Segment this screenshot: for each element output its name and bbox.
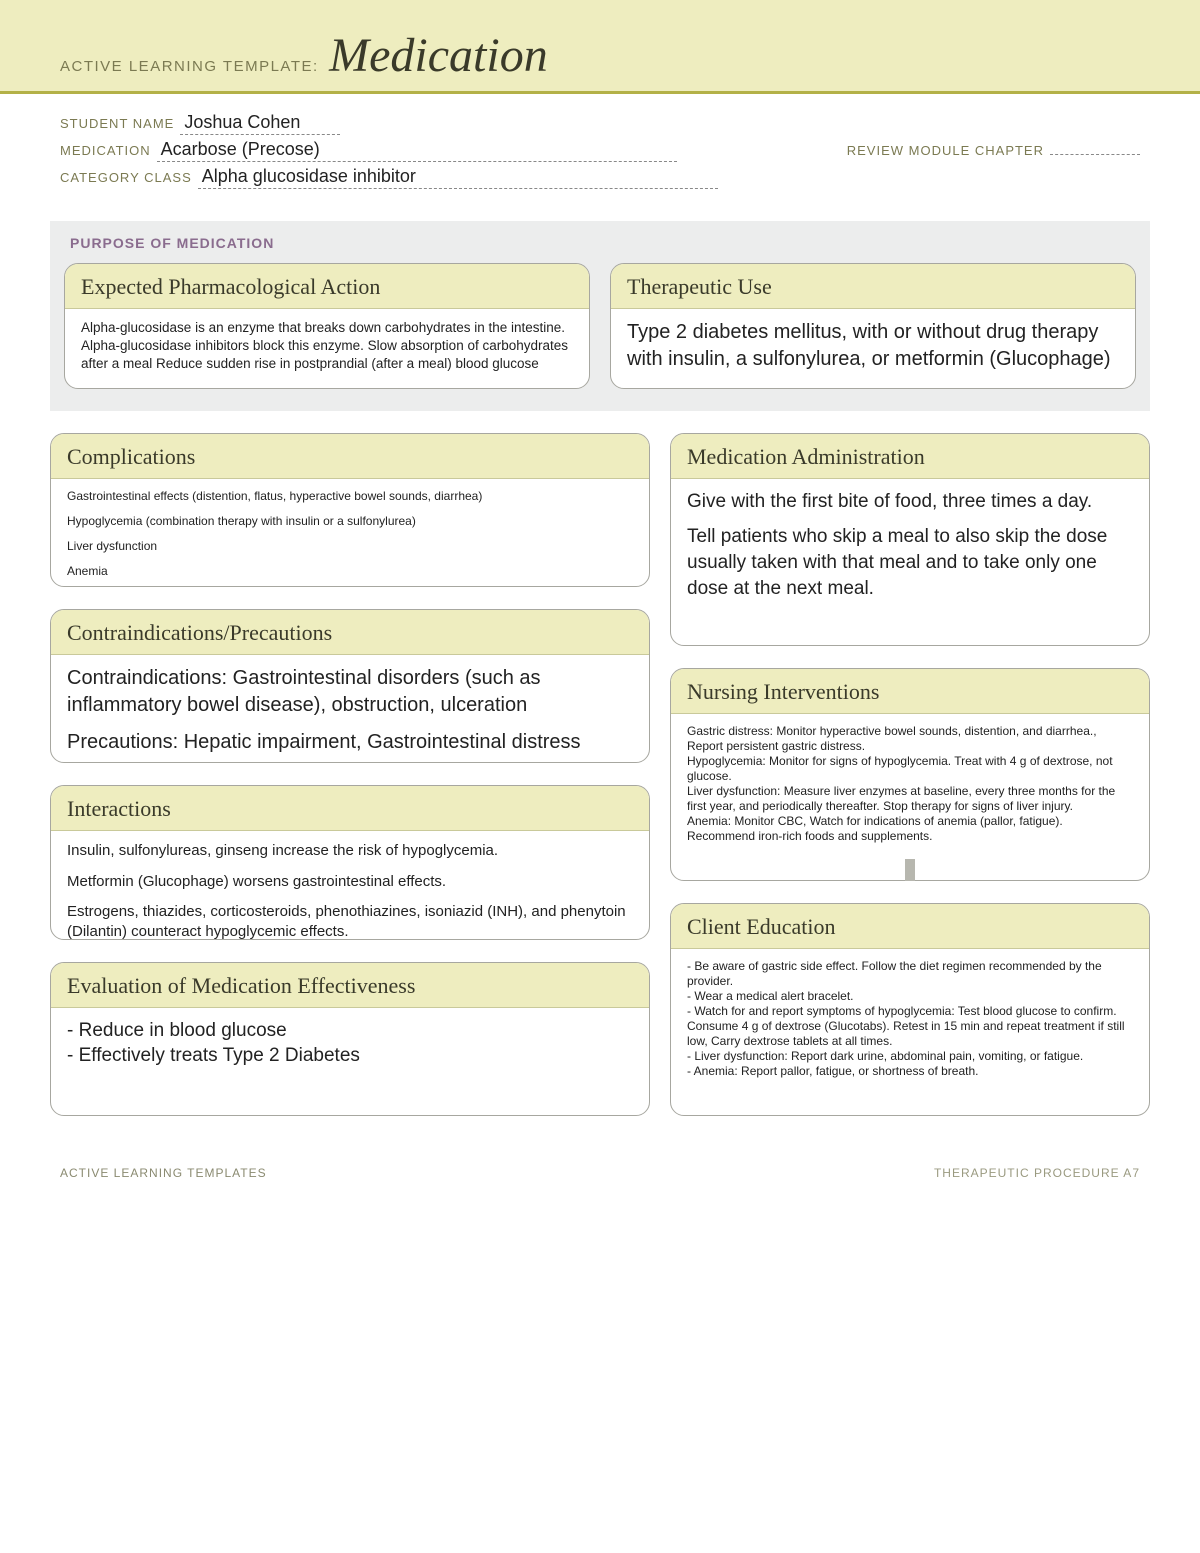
interactions-p1: Insulin, sulfonylureas, ginseng increase…	[67, 841, 633, 861]
interactions-title: Interactions	[51, 786, 649, 831]
contraindications-body: Contraindications: Gastrointestinal diso…	[51, 655, 649, 763]
administration-card: Medication Administration Give with the …	[670, 433, 1150, 646]
eval-p2: - Effectively treats Type 2 Diabetes	[67, 1043, 633, 1069]
complications-line: Gastrointestinal effects (distention, fl…	[67, 489, 633, 504]
left-column: Complications Gastrointestinal effects (…	[50, 433, 650, 1116]
contraindications-card: Contraindications/Precautions Contraindi…	[50, 609, 650, 763]
contraindications-title: Contraindications/Precautions	[51, 610, 649, 655]
evaluation-title: Evaluation of Medication Effectiveness	[51, 963, 649, 1008]
admin-p1: Give with the first bite of food, three …	[687, 489, 1133, 515]
header-band: ACTIVE LEARNING TEMPLATE: Medication	[0, 0, 1200, 94]
therapeutic-use-card: Therapeutic Use Type 2 diabetes mellitus…	[610, 263, 1136, 389]
medication-value: Acarbose (Precose)	[157, 139, 677, 162]
pharmacological-action-body: Alpha-glucosidase is an enzyme that brea…	[65, 309, 589, 388]
footer-left: ACTIVE LEARNING TEMPLATES	[60, 1166, 267, 1180]
review-chapter-field: REVIEW MODULE CHAPTER	[847, 141, 1140, 158]
interactions-body: Insulin, sulfonylureas, ginseng increase…	[51, 831, 649, 939]
connector-bar	[905, 859, 915, 881]
student-name-label: STUDENT NAME	[60, 116, 174, 131]
main-grid: Complications Gastrointestinal effects (…	[50, 433, 1150, 1116]
review-chapter-label: REVIEW MODULE CHAPTER	[847, 143, 1044, 158]
administration-title: Medication Administration	[671, 434, 1149, 479]
pharmacological-action-title: Expected Pharmacological Action	[65, 264, 589, 309]
footer: ACTIVE LEARNING TEMPLATES THERAPEUTIC PR…	[0, 1116, 1200, 1204]
header-prefix: ACTIVE LEARNING TEMPLATE:	[60, 58, 319, 75]
footer-right: THERAPEUTIC PROCEDURE A7	[934, 1166, 1140, 1180]
interactions-card: Interactions Insulin, sulfonylureas, gin…	[50, 785, 650, 939]
interactions-p2: Metformin (Glucophage) worsens gastroint…	[67, 872, 633, 892]
nursing-interventions-title: Nursing Interventions	[671, 669, 1149, 714]
administration-body: Give with the first bite of food, three …	[671, 479, 1149, 616]
category-class-field: CATEGORY CLASS Alpha glucosidase inhibit…	[60, 166, 718, 189]
student-name-value: Joshua Cohen	[180, 112, 340, 135]
therapeutic-use-title: Therapeutic Use	[611, 264, 1135, 309]
client-education-title: Client Education	[671, 904, 1149, 949]
nursing-interventions-body: Gastric distress: Monitor hyperactive bo…	[671, 714, 1149, 858]
purpose-section: PURPOSE OF MEDICATION Expected Pharmacol…	[50, 221, 1150, 411]
complications-line: Liver dysfunction	[67, 539, 633, 554]
admin-p2: Tell patients who skip a meal to also sk…	[687, 524, 1133, 601]
medication-label: MEDICATION	[60, 143, 151, 158]
contra-p1: Contraindications: Gastrointestinal diso…	[67, 665, 633, 719]
evaluation-card: Evaluation of Medication Effectiveness -…	[50, 962, 650, 1116]
meta-block: STUDENT NAME Joshua Cohen MEDICATION Aca…	[0, 94, 1200, 203]
student-name-field: STUDENT NAME Joshua Cohen	[60, 112, 340, 135]
complications-card: Complications Gastrointestinal effects (…	[50, 433, 650, 587]
pharmacological-action-card: Expected Pharmacological Action Alpha-gl…	[64, 263, 590, 389]
client-education-card: Client Education - Be aware of gastric s…	[670, 903, 1150, 1116]
contra-p2: Precautions: Hepatic impairment, Gastroi…	[67, 729, 633, 756]
purpose-section-label: PURPOSE OF MEDICATION	[70, 235, 1136, 251]
right-column: Medication Administration Give with the …	[670, 433, 1150, 1116]
nursing-interventions-card: Nursing Interventions Gastric distress: …	[670, 668, 1150, 881]
evaluation-body: - Reduce in blood glucose - Effectively …	[51, 1008, 649, 1083]
eval-p1: - Reduce in blood glucose	[67, 1018, 633, 1044]
review-chapter-value	[1050, 141, 1140, 155]
interactions-p3: Estrogens, thiazides, corticosteroids, p…	[67, 902, 633, 940]
complications-line: Hypoglycemia (combination therapy with i…	[67, 514, 633, 529]
header-title: Medication	[329, 28, 548, 83]
category-class-value: Alpha glucosidase inhibitor	[198, 166, 718, 189]
therapeutic-use-body: Type 2 diabetes mellitus, with or withou…	[611, 309, 1135, 387]
complications-title: Complications	[51, 434, 649, 479]
medication-field: MEDICATION Acarbose (Precose)	[60, 139, 677, 162]
client-education-body: - Be aware of gastric side effect. Follo…	[671, 949, 1149, 1093]
complications-line: Anemia	[67, 564, 633, 579]
category-class-label: CATEGORY CLASS	[60, 170, 192, 185]
complications-body: Gastrointestinal effects (distention, fl…	[51, 479, 649, 587]
page: ACTIVE LEARNING TEMPLATE: Medication STU…	[0, 0, 1200, 1204]
